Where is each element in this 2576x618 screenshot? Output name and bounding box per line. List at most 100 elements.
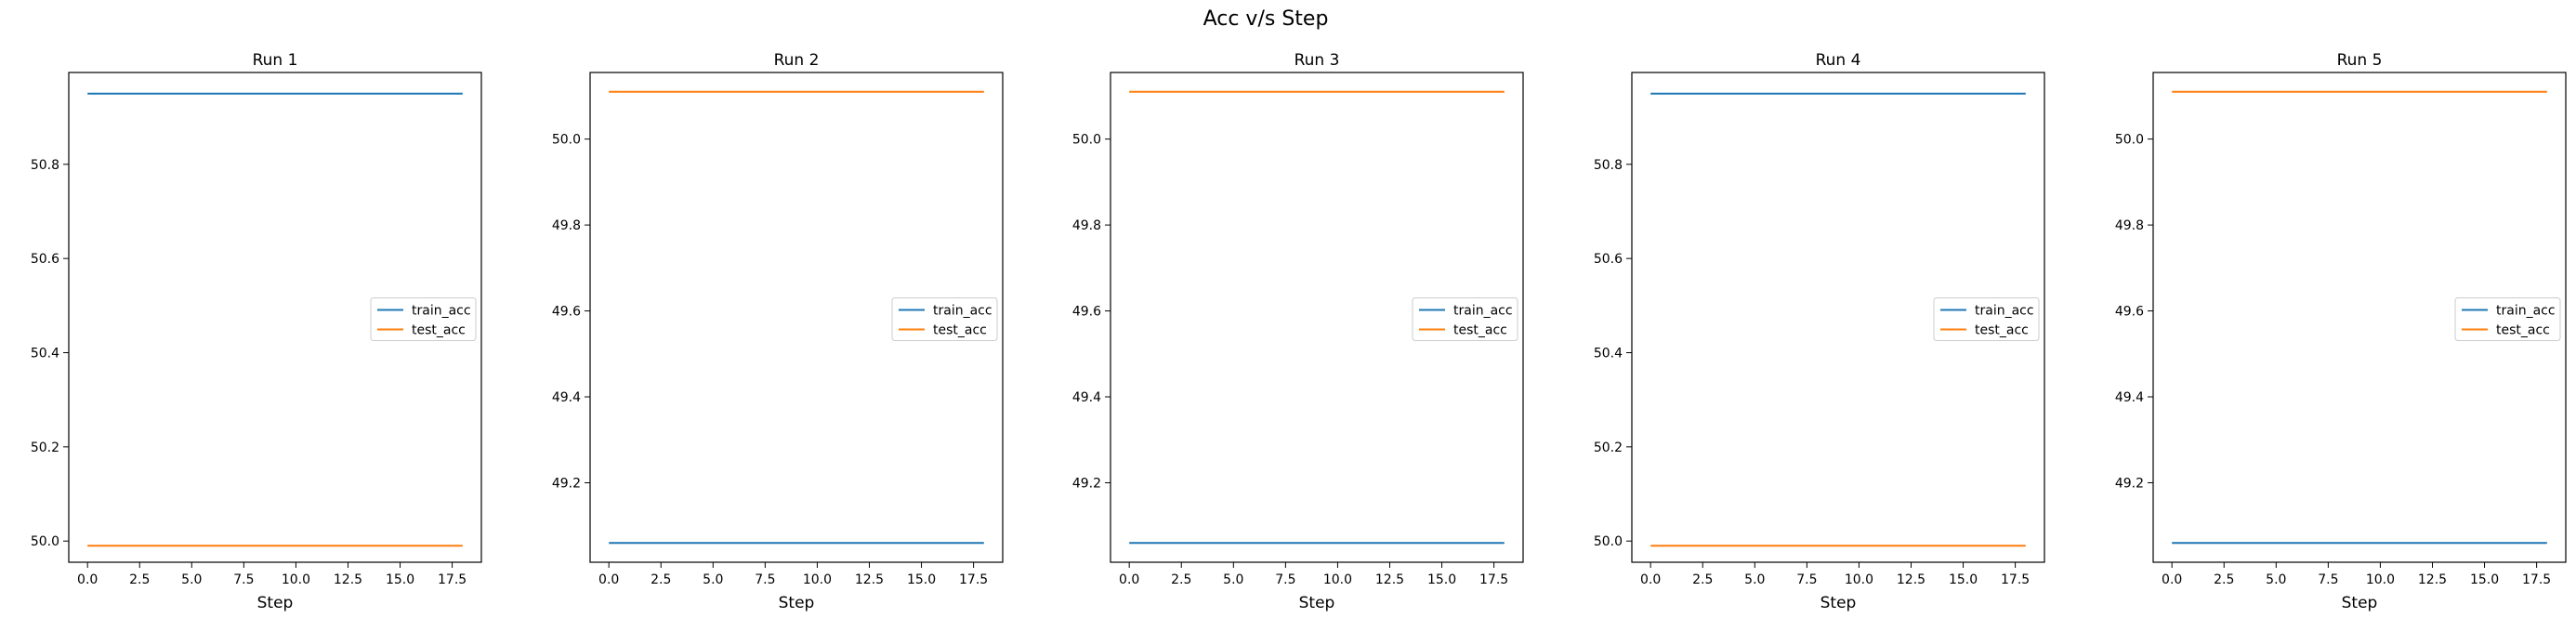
y-tick-label: 50.0 (31, 534, 59, 549)
y-tick-label: 49.6 (1072, 305, 1101, 320)
legend-label-test-acc: test_acc (933, 323, 987, 338)
x-tick-label: 2.5 (129, 572, 150, 587)
plot-frame (68, 72, 482, 563)
y-tick-label: 50.0 (552, 133, 581, 148)
subplot-run-2: Run 2 0.0 2.5 5.0 7.5 10.0 12.5 15.0 17.5 49.2 49.… (552, 51, 1004, 612)
y-tick-label: 50.2 (31, 440, 59, 455)
x-tick-label: 17.5 (959, 572, 988, 587)
subplot-title: Run 2 (774, 51, 820, 70)
legend-label-train-acc: train_acc (933, 304, 992, 319)
x-tick-label: 5.0 (703, 572, 723, 587)
plot-frame (1631, 72, 2045, 563)
y-tick-label: 49.4 (1072, 390, 1101, 405)
x-tick-label: 0.0 (2162, 572, 2182, 587)
x-tick-label: 12.5 (1375, 572, 1404, 587)
x-tick-label: 15.0 (2470, 572, 2499, 587)
x-tick-label: 7.5 (1796, 572, 1817, 587)
legend: train_acc test_acc (1412, 297, 1518, 341)
legend-label-train-acc: train_acc (2496, 304, 2556, 319)
legend: train_acc test_acc (370, 297, 477, 341)
subplot-title: Run 4 (1816, 51, 1861, 70)
y-tick-label: 49.4 (2115, 390, 2144, 405)
subplot-run-1: Run 1 0.0 2.5 5.0 7.5 10.0 12.5 15.0 17.5 50.0 50.… (31, 51, 482, 612)
subplot-title: Run 5 (2337, 51, 2383, 70)
x-tick-label: 7.5 (2318, 572, 2338, 587)
figure-title: Acc v/s Step (1203, 7, 1329, 31)
x-tick-label: 0.0 (1119, 572, 1139, 587)
y-tick-label: 50.8 (31, 158, 59, 173)
y-tick-label: 49.8 (1072, 218, 1101, 233)
x-axis-label: Step (1299, 594, 1335, 612)
legend-label-train-acc: train_acc (412, 304, 471, 319)
x-tick-label: 5.0 (1223, 572, 1243, 587)
y-tick-label: 49.6 (552, 305, 581, 320)
y-tick-label: 49.2 (1072, 476, 1101, 491)
y-tick-label: 50.6 (31, 252, 59, 267)
x-tick-label: 15.0 (907, 572, 936, 587)
y-tick-label: 49.8 (552, 218, 581, 233)
y-tick-label: 50.4 (1594, 347, 1623, 362)
subplot-run-5: Run 5 0.0 2.5 5.0 7.5 10.0 12.5 15.0 17.5 49.2 49.… (2115, 51, 2567, 612)
x-tick-label: 10.0 (282, 572, 310, 587)
plot-frame (1110, 72, 1524, 563)
x-axis-label: Step (257, 594, 294, 612)
x-tick-label: 12.5 (1897, 572, 1925, 587)
x-tick-label: 5.0 (2266, 572, 2286, 587)
y-tick-label: 49.6 (2115, 305, 2144, 320)
x-axis-label: Step (779, 594, 815, 612)
legend: train_acc test_acc (1933, 297, 2040, 341)
y-tick-label: 50.6 (1594, 252, 1623, 267)
y-tick-label: 49.2 (552, 476, 581, 491)
y-tick-label: 49.4 (552, 390, 581, 405)
x-tick-label: 12.5 (855, 572, 884, 587)
legend-label-test-acc: test_acc (2496, 323, 2550, 338)
y-tick-label: 50.0 (2115, 133, 2144, 148)
y-tick-label: 50.8 (1594, 158, 1623, 173)
x-tick-label: 0.0 (77, 572, 98, 587)
y-tick-label: 49.2 (2115, 476, 2144, 491)
y-tick-label: 50.4 (31, 347, 59, 362)
legend-label-train-acc: train_acc (1975, 304, 2034, 319)
x-axis-label: Step (1820, 594, 1857, 612)
x-tick-label: 12.5 (2418, 572, 2447, 587)
x-tick-label: 15.0 (1949, 572, 1978, 587)
plot-frame (2152, 72, 2567, 563)
x-tick-label: 2.5 (1171, 572, 1191, 587)
legend-label-test-acc: test_acc (1975, 323, 2029, 338)
x-tick-label: 0.0 (1640, 572, 1661, 587)
y-tick-label: 49.8 (2115, 218, 2144, 233)
legend: train_acc test_acc (2454, 297, 2561, 341)
legend-label-test-acc: test_acc (1453, 323, 1507, 338)
x-tick-label: 12.5 (334, 572, 362, 587)
x-tick-label: 10.0 (803, 572, 832, 587)
x-tick-label: 10.0 (1323, 572, 1352, 587)
x-tick-label: 2.5 (2214, 572, 2234, 587)
plot-frame (589, 72, 1004, 563)
x-tick-label: 5.0 (1744, 572, 1765, 587)
legend-label-train-acc: train_acc (1453, 304, 1513, 319)
subplot-title: Run 3 (1295, 51, 1340, 70)
x-tick-label: 7.5 (233, 572, 254, 587)
y-tick-label: 50.0 (1072, 133, 1101, 148)
x-tick-label: 17.5 (438, 572, 467, 587)
x-tick-label: 17.5 (2001, 572, 2030, 587)
x-tick-label: 15.0 (1427, 572, 1456, 587)
y-tick-label: 50.2 (1594, 440, 1623, 455)
legend: train_acc test_acc (891, 297, 998, 341)
x-tick-label: 10.0 (2366, 572, 2395, 587)
subplot-run-3: Run 3 0.0 2.5 5.0 7.5 10.0 12.5 15.0 17.5 49.2 49.… (1072, 51, 1524, 612)
legend-label-test-acc: test_acc (412, 323, 466, 338)
x-tick-label: 7.5 (1275, 572, 1295, 587)
x-tick-label: 5.0 (181, 572, 202, 587)
x-tick-label: 15.0 (386, 572, 414, 587)
x-tick-label: 10.0 (1845, 572, 1873, 587)
x-tick-label: 2.5 (651, 572, 671, 587)
subplot-title: Run 1 (253, 51, 298, 70)
x-tick-label: 2.5 (1692, 572, 1713, 587)
x-tick-label: 0.0 (598, 572, 619, 587)
subplot-run-4: Run 4 0.0 2.5 5.0 7.5 10.0 12.5 15.0 17.5 50.0 50.… (1594, 51, 2045, 612)
subplots: Run 1 0.0 2.5 5.0 7.5 10.0 12.5 15.0 17.5 50.0 50.… (31, 51, 2567, 612)
x-tick-label: 17.5 (1479, 572, 1508, 587)
x-tick-label: 7.5 (755, 572, 775, 587)
